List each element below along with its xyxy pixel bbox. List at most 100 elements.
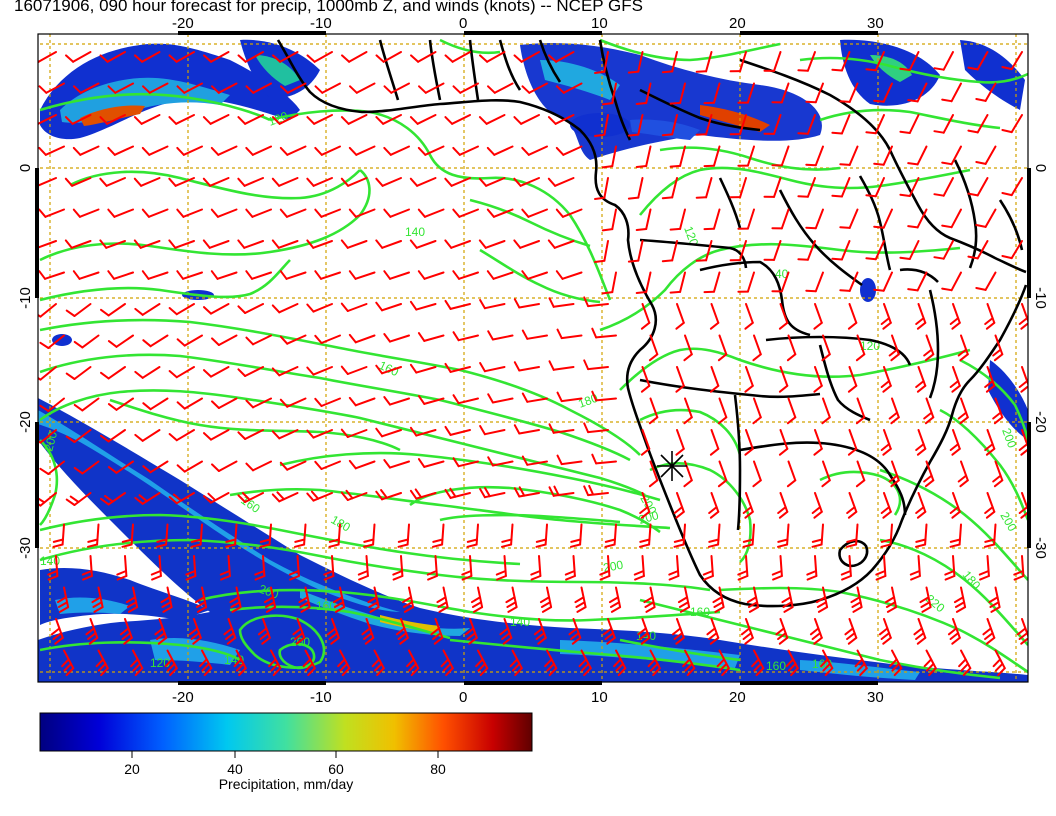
wind-barb: [923, 460, 935, 488]
wind-barb: [1001, 114, 1023, 134]
wind-barb: [839, 145, 859, 166]
wind-barb: [203, 366, 230, 378]
wind-barb: [695, 114, 713, 136]
wind-barb: [873, 82, 893, 103]
wind-barb: [785, 649, 799, 677]
wind-barb: [521, 329, 548, 340]
wind-barb: [763, 51, 782, 72]
x-tick-label: -20: [172, 689, 194, 706]
wind-barb: [984, 429, 996, 456]
wind-barb: [229, 586, 242, 613]
wind-barb: [888, 460, 900, 488]
wind-barb: [259, 523, 272, 548]
wind-barb: [975, 145, 997, 165]
wind-barb: [107, 208, 134, 218]
wind-barb: [279, 397, 307, 408]
wind-barb: [854, 649, 868, 677]
wind-barb: [65, 51, 92, 63]
wind-barb: [332, 586, 346, 613]
wind-barb: [675, 429, 685, 456]
wind-barb: [865, 51, 885, 72]
wind-barb: [583, 359, 609, 371]
x-tick-label: -20: [172, 15, 194, 32]
wind-barb: [949, 366, 961, 393]
wind-barb: [73, 460, 100, 475]
wind-barb: [709, 303, 720, 330]
wind-barb: [831, 177, 851, 198]
wind-barb: [847, 366, 858, 393]
wind-barbs: [38, 51, 1028, 677]
wind-barb: [594, 240, 609, 263]
wind-barb: [786, 397, 797, 425]
wind-barb: [771, 145, 790, 167]
wind-barb: [314, 145, 341, 156]
wind-barb: [637, 618, 651, 645]
wind-barb: [647, 649, 661, 677]
wind-barb: [513, 361, 540, 372]
wind-barb: [865, 240, 885, 261]
wind-barb: [742, 492, 754, 519]
wind-barb: [417, 332, 445, 342]
wind-barb: [47, 555, 59, 581]
wind-barb: [363, 523, 376, 548]
wind-barb: [717, 460, 728, 488]
wind-barb: [820, 649, 834, 677]
wind-barb: [64, 114, 92, 125]
wind-barb: [91, 586, 104, 613]
wind-barb: [39, 460, 65, 475]
frame-ticks: [35, 31, 1031, 685]
wind-barb: [348, 208, 376, 218]
wind-barb: [306, 303, 333, 313]
wind-barb: [933, 177, 954, 197]
wind-barb: [695, 51, 713, 73]
wind-barb: [219, 555, 231, 581]
wind-barb: [513, 298, 540, 309]
wind-barb: [478, 239, 506, 249]
wind-barb: [992, 649, 1006, 677]
wind-barb: [988, 586, 1001, 613]
wind-barb: [683, 334, 693, 362]
colorbar-tick-label: 40: [227, 761, 243, 777]
wind-barb: [486, 270, 514, 280]
top-tick-labels: -20 -10 0 10 20 30: [172, 15, 884, 32]
wind-barb: [348, 333, 376, 344]
wind-barb: [176, 397, 203, 410]
wind-barb: [306, 490, 333, 502]
wind-barb: [133, 114, 161, 125]
wind-barb: [601, 271, 617, 295]
wind-barb: [65, 303, 92, 317]
wind-barb: [392, 555, 404, 581]
wind-barb: [383, 208, 410, 218]
wind-barb: [778, 303, 789, 330]
wind-barb: [695, 177, 713, 199]
wind-barb: [72, 208, 100, 218]
wind-barb: [444, 362, 471, 373]
wind-barb: [176, 145, 203, 156]
wind-barb: [107, 334, 134, 348]
contour-label: 200: [999, 426, 1019, 450]
wind-barb: [957, 334, 969, 362]
wind-barb: [119, 618, 133, 645]
wind-barb: [176, 82, 203, 94]
colorbar: 20 40 60 80 Precipitation, mm/day: [39, 712, 533, 792]
wind-barb: [348, 145, 376, 156]
wind-barb: [168, 114, 195, 125]
wind-barb: [357, 555, 369, 581]
wind-barb: [815, 586, 829, 613]
wind-barb: [417, 395, 445, 405]
wind-barb: [280, 82, 307, 94]
wind-barb: [521, 145, 548, 156]
wind-barb: [279, 208, 307, 218]
wind-barb: [361, 618, 375, 645]
wind-barb: [975, 82, 997, 102]
plot-area: 120 140 160 180 200 160 140 140 180 200 …: [38, 34, 1028, 682]
wind-barb: [156, 523, 169, 548]
wind-barb: [409, 239, 437, 249]
wind-barb: [933, 240, 954, 260]
wind-barb: [271, 429, 299, 440]
wind-barb: [306, 114, 333, 125]
wind-barb: [888, 334, 900, 362]
wind-barb: [409, 488, 437, 500]
wind-barb: [884, 586, 898, 613]
wind-barb: [168, 51, 195, 63]
